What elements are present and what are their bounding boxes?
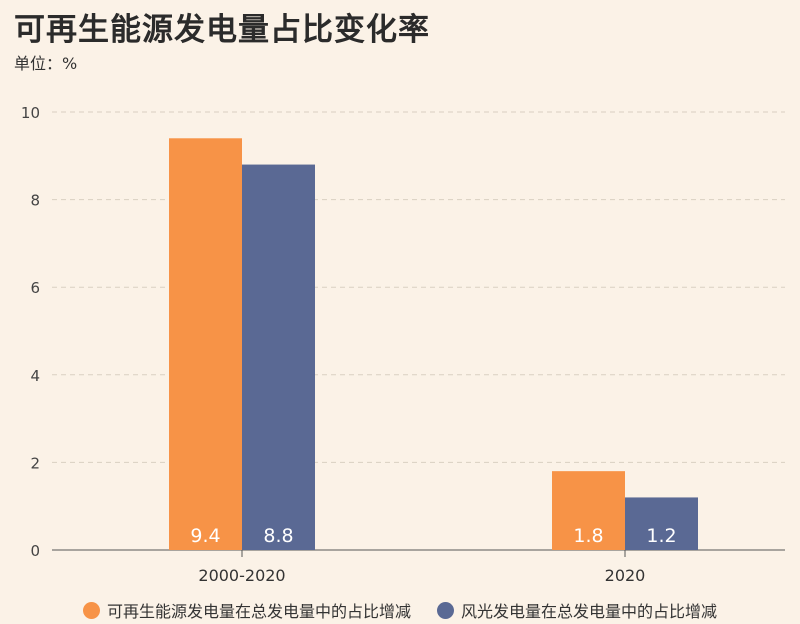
bar-renewable bbox=[169, 138, 242, 550]
y-tick-label: 6 bbox=[30, 279, 40, 297]
x-tick-label: 2020 bbox=[605, 566, 646, 585]
data-label: 1.2 bbox=[646, 525, 676, 547]
legend-dot-renewable bbox=[82, 601, 100, 619]
legend-item-wind-solar: 风光发电量在总发电量中的占比增减 bbox=[437, 598, 717, 622]
y-tick-label: 2 bbox=[30, 454, 40, 472]
y-tick-label: 4 bbox=[30, 367, 40, 385]
legend-label-renewable: 可再生能源发电量在总发电量中的占比增减 bbox=[106, 602, 411, 621]
data-label: 9.4 bbox=[190, 525, 220, 547]
y-tick-label: 8 bbox=[30, 192, 40, 210]
legend-item-renewable: 可再生能源发电量在总发电量中的占比增减 bbox=[82, 598, 411, 622]
unit-label: 单位：% bbox=[14, 54, 78, 73]
y-tick-label: 0 bbox=[30, 542, 40, 560]
bar-renewable bbox=[552, 471, 625, 550]
x-tick-label: 2000-2020 bbox=[198, 566, 285, 585]
legend: 可再生能源发电量在总发电量中的占比增减 风光发电量在总发电量中的占比增减 bbox=[0, 598, 800, 622]
y-tick-label: 10 bbox=[21, 104, 40, 122]
legend-dot-wind-solar bbox=[437, 601, 454, 619]
bar-wind-solar bbox=[242, 164, 315, 550]
data-label: 1.8 bbox=[573, 525, 603, 547]
legend-label-wind-solar: 风光发电量在总发电量中的占比增减 bbox=[461, 602, 718, 621]
chart-title: 可再生能源发电量占比变化率 bbox=[14, 12, 430, 48]
data-label: 8.8 bbox=[263, 525, 293, 547]
bar-wind-solar bbox=[625, 497, 698, 550]
